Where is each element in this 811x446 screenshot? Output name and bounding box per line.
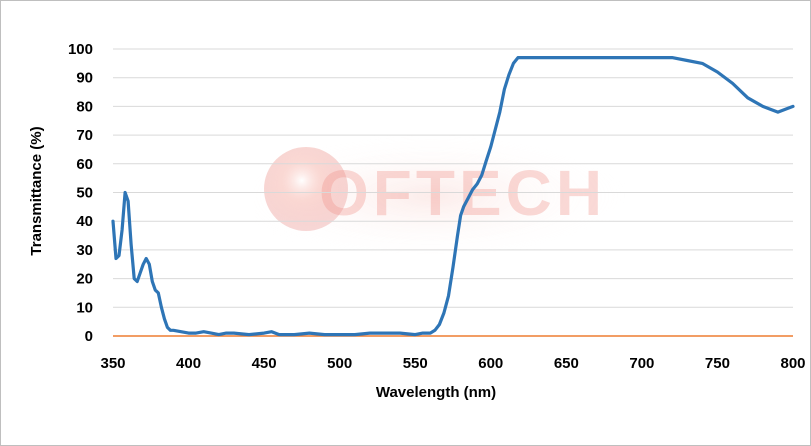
x-tick-label: 750 [705, 355, 730, 372]
x-tick-label: 500 [327, 355, 352, 372]
x-tick-label: 350 [100, 355, 125, 372]
gridlines [113, 48, 793, 308]
x-tick-labels: 350 400 450 500 550 600 650 700 750 800 [100, 355, 805, 372]
y-tick-label: 40 [76, 213, 93, 230]
x-tick-label: 550 [403, 355, 428, 372]
series-line-transmittance [111, 56, 795, 337]
x-tick-label: 700 [629, 355, 654, 372]
x-tick-label: 650 [554, 355, 579, 372]
y-tick-label: 80 [76, 98, 93, 115]
x-tick-label: 600 [478, 355, 503, 372]
x-tick-label: 800 [780, 355, 805, 372]
y-tick-label: 0 [85, 328, 93, 345]
y-tick-label: 100 [68, 41, 93, 58]
x-axis-title: Wavelength (nm) [376, 384, 496, 401]
y-axis-title: Transmittance (%) [28, 126, 45, 255]
x-tick-label: 400 [176, 355, 201, 372]
y-tick-labels: 0 10 20 30 40 50 60 70 80 90 100 [68, 41, 93, 345]
watermark-logo: OFTECH [231, 131, 631, 261]
y-tick-label: 70 [76, 127, 93, 144]
y-tick-label: 90 [76, 70, 93, 87]
y-tick-label: 60 [76, 156, 93, 173]
y-tick-label: 50 [76, 185, 93, 202]
y-tick-label: 20 [76, 271, 93, 288]
y-tick-label: 30 [76, 242, 93, 259]
x-tick-label: 450 [252, 355, 277, 372]
y-tick-label: 10 [76, 299, 93, 316]
series-layer [111, 56, 795, 337]
